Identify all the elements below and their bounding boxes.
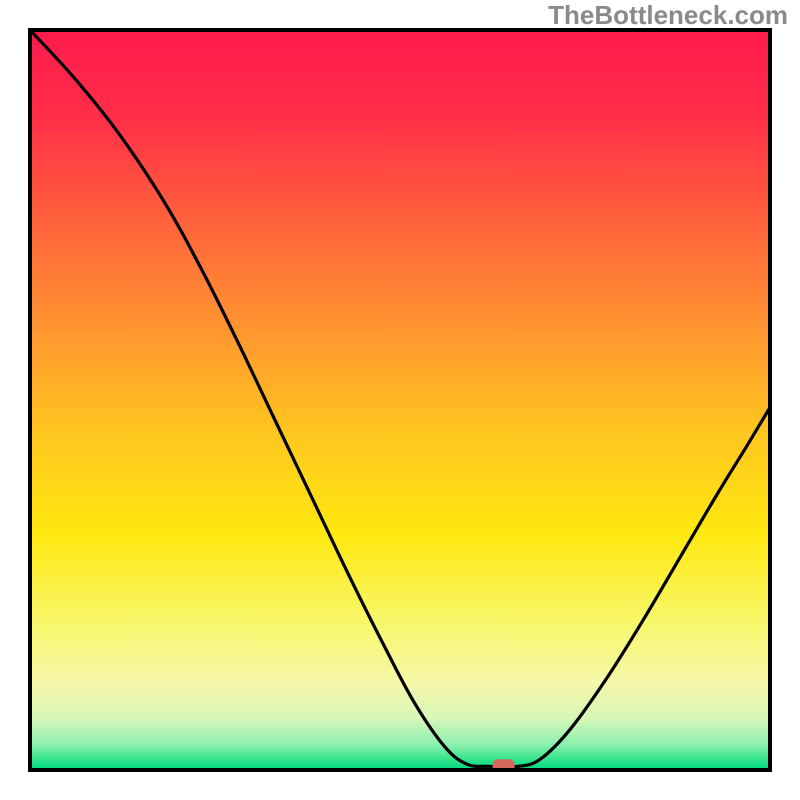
plot-background-gradient: [30, 30, 770, 770]
watermark-text: TheBottleneck.com: [548, 0, 788, 31]
bottleneck-chart: [0, 0, 800, 800]
chart-container: TheBottleneck.com: [0, 0, 800, 800]
